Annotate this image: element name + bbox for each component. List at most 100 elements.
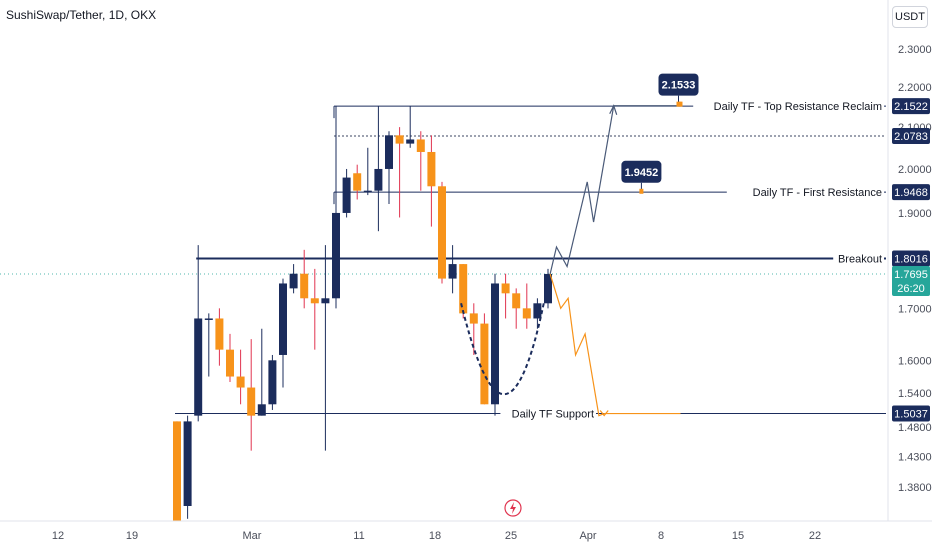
x-tick-label: 8	[658, 530, 664, 542]
countdown-label: 26:20	[897, 283, 925, 295]
candle-down	[173, 421, 181, 539]
candle-down	[215, 318, 224, 350]
candle-up	[544, 273, 552, 304]
candle-up	[533, 303, 542, 319]
y-tick-label: 1.3800	[898, 482, 932, 494]
candle-up	[257, 404, 266, 416]
callout-marker	[676, 101, 681, 107]
candle-up	[374, 168, 383, 191]
x-tick-label: Apr	[579, 530, 596, 542]
level-price-box: 1.9468	[892, 184, 930, 201]
projection-up-path	[549, 105, 681, 275]
level-price-box: 2.1522	[892, 98, 930, 115]
level-price-box: 2.0783	[892, 128, 930, 145]
level-box-label: 1.5037	[894, 409, 928, 421]
x-tick-label: 19	[126, 530, 138, 542]
candle-up	[279, 283, 287, 355]
candle-up	[268, 360, 277, 405]
projection-up-arrowhead	[609, 104, 618, 115]
x-tick-label: 18	[429, 530, 441, 542]
lightning-icon-bolt	[510, 502, 516, 514]
candle-up	[406, 139, 415, 144]
x-tick-label: 11	[353, 530, 364, 542]
price-callout: 2.1533	[658, 73, 699, 107]
level-box-bg	[892, 128, 930, 145]
level-box-bg	[892, 250, 930, 267]
level-box-bg	[892, 98, 930, 115]
y-tick-label: 1.4800	[898, 422, 932, 434]
candle-down	[395, 135, 404, 144]
candle-down	[353, 173, 362, 191]
candle-up	[204, 318, 213, 320]
level-label: Daily TF Support	[512, 409, 594, 421]
y-tick-label: 1.7000	[898, 303, 932, 315]
y-tick-label: 1.9000	[898, 208, 932, 220]
level-price-box: 1.5037	[892, 405, 930, 422]
candle-down	[501, 283, 510, 294]
y-tick-label: 1.4300	[898, 452, 932, 464]
x-tick-label: 15	[732, 530, 744, 542]
candle-down	[300, 273, 309, 299]
candle-up	[448, 264, 457, 279]
level-box-label: 2.0783	[894, 131, 928, 143]
currency-button[interactable]: USDT	[892, 6, 928, 28]
candle-up	[342, 177, 351, 213]
callout-box	[658, 73, 699, 96]
callout-label: 1.9452	[625, 167, 659, 179]
candle-down	[226, 349, 234, 377]
candle-up	[321, 298, 330, 304]
candle-up	[332, 212, 340, 299]
candle-down	[310, 298, 319, 304]
price-callout: 1.9452	[621, 160, 662, 194]
level-box-label: 1.8016	[894, 254, 928, 266]
level-label: Daily TF - Top Resistance Reclaim	[714, 101, 882, 113]
level-box-bg	[892, 184, 930, 201]
callout-marker	[639, 188, 644, 194]
candle-up	[491, 283, 499, 405]
level-price-box: 1.8016	[892, 250, 930, 267]
last-price-bg	[892, 265, 930, 296]
level-box-bg	[892, 405, 930, 422]
candle-down	[438, 186, 446, 279]
candle-down	[522, 308, 531, 319]
level-box-label: 2.1522	[894, 101, 928, 113]
x-tick-label: 22	[809, 530, 821, 542]
x-tick-label: Mar	[243, 530, 262, 542]
projection-down-arrowhead	[599, 410, 609, 417]
candle-down	[469, 313, 478, 324]
y-tick-label: 2.3000	[898, 44, 932, 56]
level-box-label: 1.9468	[894, 187, 928, 199]
candle-down	[459, 264, 468, 314]
candle-down	[416, 139, 425, 152]
y-tick-label: 1.6000	[898, 355, 932, 367]
candle-up	[363, 190, 372, 193]
level-label-bg	[726, 184, 884, 200]
candle-up	[194, 318, 203, 416]
projection-down-path	[549, 273, 681, 417]
candle-down	[512, 293, 521, 309]
y-tick-label: 1.5400	[898, 388, 932, 400]
x-tick-label: 25	[505, 530, 517, 542]
level-label-bg	[693, 98, 884, 114]
level-label: Breakout	[838, 254, 882, 266]
candle-down	[427, 151, 436, 187]
level-label-bg	[833, 250, 884, 266]
callout-label: 2.1533	[662, 80, 696, 92]
chart-title: SushiSwap/Tether, 1D, OKX	[6, 8, 157, 22]
candles-group	[173, 106, 552, 539]
lightning-icon	[504, 499, 522, 517]
last-price-box: 1.7695 26:20	[892, 265, 930, 296]
candle-down	[247, 387, 256, 416]
candle-up	[385, 135, 393, 169]
callout-box	[621, 160, 662, 183]
y-tick-label: 2.2000	[898, 82, 932, 94]
level-label-bg	[500, 405, 596, 421]
candle-down	[236, 376, 245, 388]
time-axis-bg	[0, 521, 932, 550]
candle-up	[183, 421, 192, 506]
candle-down	[480, 323, 489, 405]
x-tick-label: 12	[52, 530, 64, 542]
y-tick-label: 2.0000	[898, 164, 932, 176]
